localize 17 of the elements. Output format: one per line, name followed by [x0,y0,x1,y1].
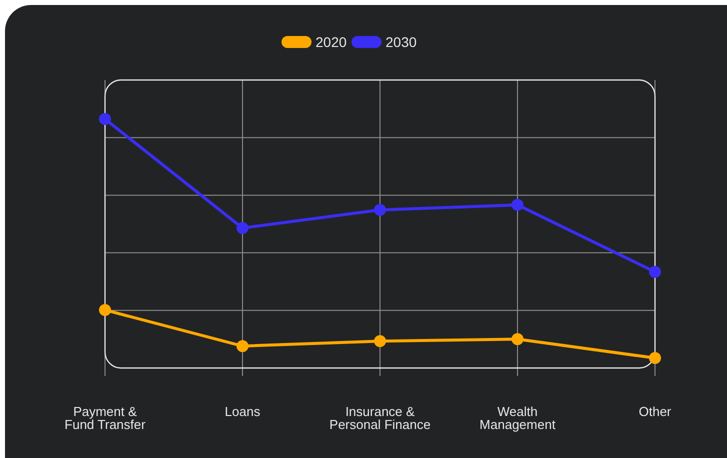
point [649,352,661,364]
x-tick-label: Wealth Management [480,404,556,432]
point [649,266,661,278]
legend-label: 2030 [386,34,417,50]
x-tick-label: Loans [224,404,261,419]
point [374,335,386,348]
x-tick-label: Insurance & Personal Finance [329,404,431,432]
point [99,113,111,125]
point [512,198,524,211]
x-tick-label: Payment & Fund Transfer [64,404,146,432]
legend-label: 2020 [316,34,347,50]
x-tick-label: Other [638,404,672,419]
point [374,204,386,216]
point [236,340,248,352]
point [236,222,248,234]
point [99,304,111,316]
point [512,333,524,346]
